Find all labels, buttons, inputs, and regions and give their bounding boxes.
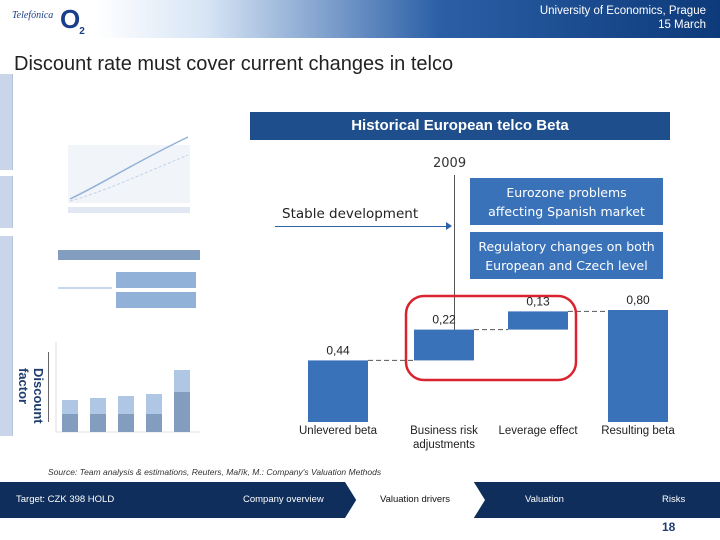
discount-factor-line1: Discount [31,368,46,424]
waterfall-value-label-4: 0,80 [626,293,650,307]
discount-factor-rule [48,352,49,422]
nav-valuation[interactable]: Valuation [525,494,564,505]
nav-risks[interactable]: Risks [662,494,686,505]
waterfall-bar-1 [308,360,368,422]
waterfall-category-label-2-line2: adjustments [413,439,475,451]
waterfall-category-label-1: Unlevered beta [299,425,378,437]
page-number: 18 [662,520,676,534]
event-eurozone-line1: Eurozone problems [506,185,627,200]
left-bar-middle [0,176,13,228]
o2-logo: O2 [60,4,85,38]
event-eurozone-line2: affecting Spanish market [488,204,645,219]
header-date: 15 March [658,19,706,31]
waterfall-bar-3 [508,311,568,330]
event-eurozone-box: Eurozone problems affecting Spanish mark… [470,178,663,225]
telefonica-logo: Telefónica [12,10,54,21]
discount-factor-label: Discount factor [16,368,46,424]
background-thumbnail-chart [68,136,190,213]
o2-letter: O [60,4,80,34]
waterfall-value-label-1: 0,44 [326,343,350,357]
source-note: Source: Team analysis & estimations, Reu… [48,467,382,477]
event-regulatory-box: Regulatory changes on both European and … [470,232,663,279]
background-thumbnail-bars [55,342,200,433]
year-label: 2009 [433,156,467,171]
event-regulatory-line2: European and Czech level [485,258,648,273]
nav-valuation-drivers[interactable]: Valuation drivers [345,482,485,518]
slide-title: Discount rate must cover current changes… [14,53,454,75]
left-bar-bottom [0,236,13,436]
header-info: University of Economics, Prague 15 March [540,4,706,32]
adjustments-highlight [404,294,578,382]
waterfall-bar-4 [608,310,668,422]
discount-factor-line2: factor [16,368,31,405]
left-bar-top [0,74,13,170]
waterfall-value-label-3: 0,13 [526,294,550,308]
waterfall-category-label-3: Leverage effect [498,425,578,437]
event-regulatory-line1: Regulatory changes on both [478,239,655,254]
waterfall-bar-2 [414,329,474,361]
waterfall-value-label-2: 0,22 [432,313,456,327]
background-thumbnail-timeline [58,250,200,308]
header-band [96,0,720,38]
year-divider-line [454,175,455,345]
header-university: University of Economics, Prague [539,5,706,17]
waterfall-category-label-4: Resulting beta [601,425,675,437]
nav-company-overview[interactable]: Company overview [243,494,324,505]
stable-development-arrow [275,222,452,230]
nav-target: Target: CZK 398 HOLD [16,494,115,505]
o2-subscript: 2 [79,26,84,38]
chart-title: Historical European telco Beta [250,112,670,140]
stable-development-label: Stable development [282,206,419,222]
waterfall-category-label-2: Business risk [410,425,478,437]
